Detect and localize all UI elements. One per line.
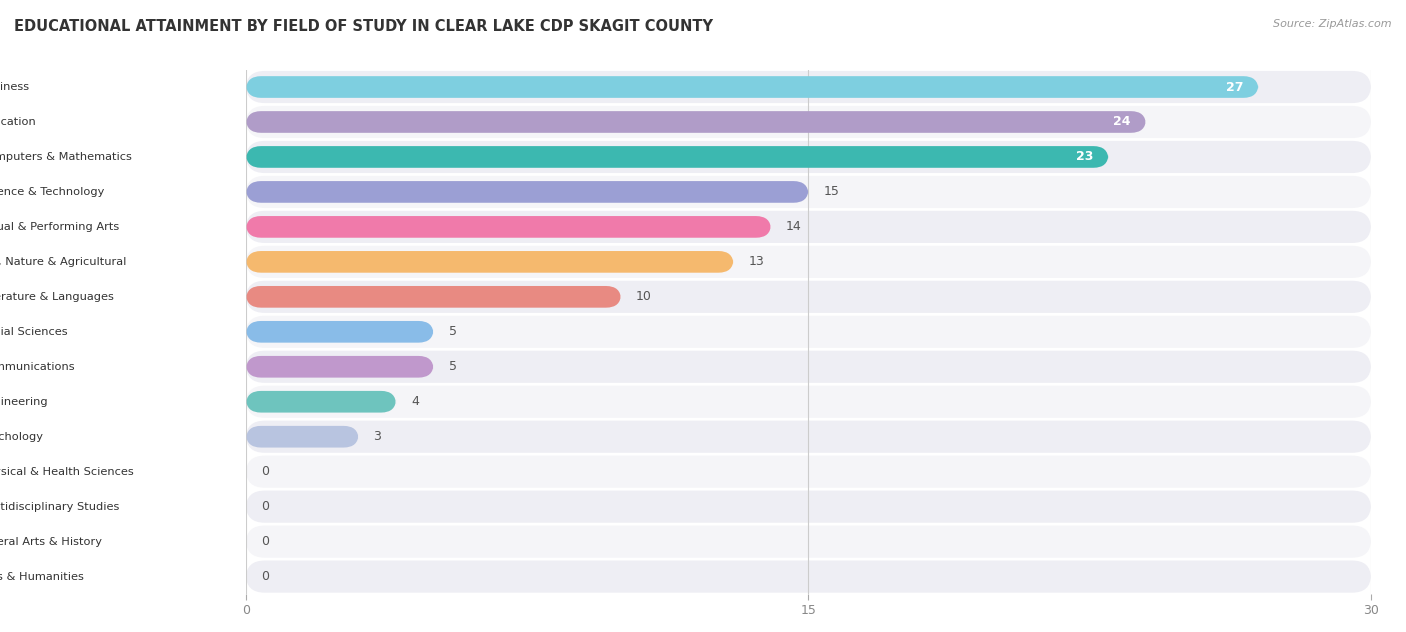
FancyBboxPatch shape [0, 427, 235, 446]
FancyBboxPatch shape [246, 351, 1371, 383]
FancyBboxPatch shape [0, 567, 235, 586]
FancyBboxPatch shape [0, 147, 235, 167]
FancyBboxPatch shape [246, 246, 1371, 278]
Text: Visual & Performing Arts: Visual & Performing Arts [0, 222, 120, 232]
Text: Communications: Communications [0, 362, 76, 372]
FancyBboxPatch shape [246, 391, 396, 413]
Text: 3: 3 [374, 430, 381, 443]
FancyBboxPatch shape [246, 526, 1371, 557]
Text: Business: Business [0, 82, 30, 92]
Text: 23: 23 [1076, 150, 1094, 164]
FancyBboxPatch shape [0, 392, 235, 411]
Text: Education: Education [0, 117, 37, 127]
Text: Physical & Health Sciences: Physical & Health Sciences [0, 466, 134, 477]
FancyBboxPatch shape [246, 386, 1371, 418]
FancyBboxPatch shape [246, 216, 770, 238]
FancyBboxPatch shape [246, 106, 1371, 138]
FancyBboxPatch shape [0, 112, 235, 131]
FancyBboxPatch shape [246, 181, 808, 203]
Text: 27: 27 [1226, 80, 1243, 94]
FancyBboxPatch shape [246, 426, 359, 447]
FancyBboxPatch shape [246, 251, 734, 272]
FancyBboxPatch shape [0, 462, 235, 482]
Text: 13: 13 [748, 255, 765, 269]
FancyBboxPatch shape [246, 456, 1371, 488]
FancyBboxPatch shape [246, 321, 433, 343]
Text: 4: 4 [411, 395, 419, 408]
FancyBboxPatch shape [246, 421, 1371, 453]
Text: 24: 24 [1114, 116, 1130, 128]
Text: 0: 0 [262, 500, 269, 513]
Text: Science & Technology: Science & Technology [0, 187, 104, 197]
FancyBboxPatch shape [246, 281, 1371, 313]
FancyBboxPatch shape [246, 176, 1371, 208]
Text: 5: 5 [449, 360, 457, 374]
FancyBboxPatch shape [0, 532, 235, 551]
Text: Literature & Languages: Literature & Languages [0, 292, 114, 302]
FancyBboxPatch shape [246, 141, 1371, 173]
FancyBboxPatch shape [246, 561, 1371, 593]
Text: Bio, Nature & Agricultural: Bio, Nature & Agricultural [0, 257, 127, 267]
FancyBboxPatch shape [246, 211, 1371, 243]
FancyBboxPatch shape [246, 286, 621, 308]
FancyBboxPatch shape [0, 497, 235, 516]
Text: 0: 0 [262, 465, 269, 478]
FancyBboxPatch shape [246, 111, 1146, 133]
FancyBboxPatch shape [0, 182, 235, 202]
Text: 10: 10 [636, 290, 652, 303]
Text: 15: 15 [824, 185, 839, 198]
Text: 0: 0 [262, 570, 269, 583]
FancyBboxPatch shape [0, 252, 235, 272]
FancyBboxPatch shape [246, 356, 433, 377]
Text: 14: 14 [786, 221, 801, 233]
FancyBboxPatch shape [246, 76, 1258, 98]
Text: Psychology: Psychology [0, 432, 44, 442]
FancyBboxPatch shape [246, 71, 1371, 103]
FancyBboxPatch shape [0, 217, 235, 236]
Text: Computers & Mathematics: Computers & Mathematics [0, 152, 132, 162]
FancyBboxPatch shape [0, 357, 235, 377]
FancyBboxPatch shape [246, 490, 1371, 523]
FancyBboxPatch shape [0, 287, 235, 307]
Text: Arts & Humanities: Arts & Humanities [0, 571, 84, 581]
Text: Liberal Arts & History: Liberal Arts & History [0, 537, 101, 547]
Text: EDUCATIONAL ATTAINMENT BY FIELD OF STUDY IN CLEAR LAKE CDP SKAGIT COUNTY: EDUCATIONAL ATTAINMENT BY FIELD OF STUDY… [14, 19, 713, 34]
Text: Source: ZipAtlas.com: Source: ZipAtlas.com [1274, 19, 1392, 29]
FancyBboxPatch shape [246, 316, 1371, 348]
FancyBboxPatch shape [0, 322, 235, 341]
Text: Engineering: Engineering [0, 397, 48, 407]
Text: Multidisciplinary Studies: Multidisciplinary Studies [0, 502, 120, 512]
Text: 5: 5 [449, 325, 457, 338]
FancyBboxPatch shape [0, 77, 235, 97]
Text: Social Sciences: Social Sciences [0, 327, 67, 337]
Text: 0: 0 [262, 535, 269, 548]
FancyBboxPatch shape [246, 146, 1108, 167]
